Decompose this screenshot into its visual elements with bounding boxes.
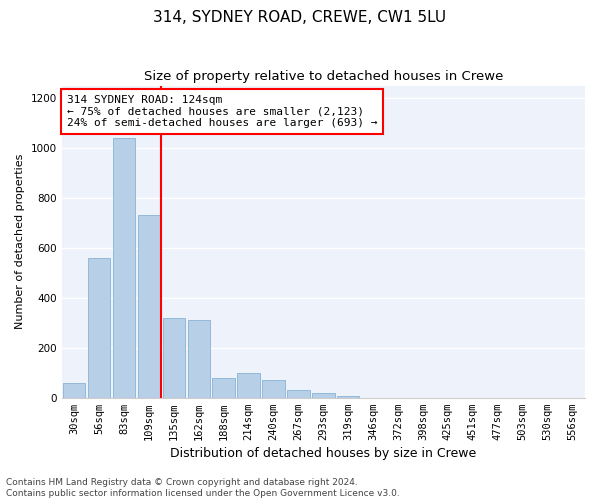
Bar <box>262 380 285 398</box>
Bar <box>188 320 210 398</box>
Text: Contains HM Land Registry data © Crown copyright and database right 2024.
Contai: Contains HM Land Registry data © Crown c… <box>6 478 400 498</box>
Bar <box>212 378 235 398</box>
Bar <box>337 396 359 398</box>
Bar <box>88 258 110 398</box>
Bar <box>163 318 185 398</box>
X-axis label: Distribution of detached houses by size in Crewe: Distribution of detached houses by size … <box>170 447 476 460</box>
Text: 314, SYDNEY ROAD, CREWE, CW1 5LU: 314, SYDNEY ROAD, CREWE, CW1 5LU <box>154 10 446 25</box>
Bar <box>287 390 310 398</box>
Y-axis label: Number of detached properties: Number of detached properties <box>15 154 25 330</box>
Bar <box>137 216 160 398</box>
Bar <box>113 138 135 398</box>
Bar <box>63 384 85 398</box>
Bar <box>312 392 335 398</box>
Title: Size of property relative to detached houses in Crewe: Size of property relative to detached ho… <box>143 70 503 83</box>
Bar <box>238 372 260 398</box>
Text: 314 SYDNEY ROAD: 124sqm
← 75% of detached houses are smaller (2,123)
24% of semi: 314 SYDNEY ROAD: 124sqm ← 75% of detache… <box>67 95 377 128</box>
